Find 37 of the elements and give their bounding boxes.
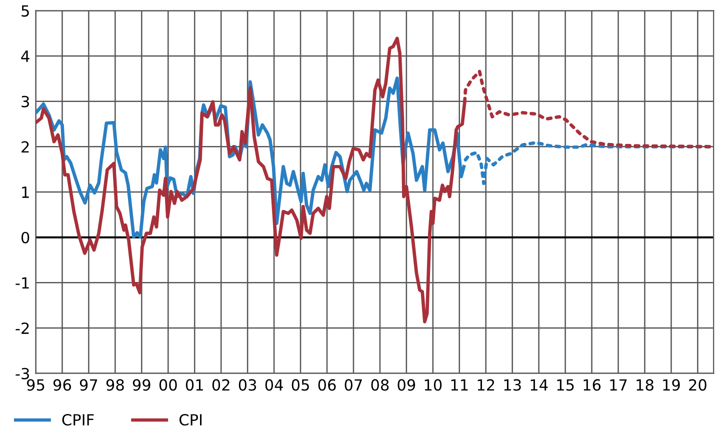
legend-label: CPI: [180, 414, 202, 426]
x-tick-label: 97: [80, 379, 98, 391]
y-tick-label: 0: [21, 232, 30, 244]
x-tick-label: 09: [398, 379, 416, 391]
x-tick-label: 95: [26, 379, 44, 391]
x-tick-label: 16: [584, 379, 601, 391]
x-tick-label: 18: [636, 379, 654, 391]
x-tick-label: 99: [132, 379, 150, 391]
x-tick-label: 20: [689, 379, 706, 391]
legend-label: CPIF: [62, 414, 94, 426]
x-tick-label: 17: [610, 379, 627, 391]
x-tick-label: 08: [371, 379, 389, 391]
x-tick-label: 98: [106, 379, 124, 391]
y-tick-label: 3: [22, 96, 29, 108]
x-tick-label: 01: [186, 379, 203, 391]
x-tick-label: 00: [159, 379, 177, 391]
y-tick-label: 1: [22, 186, 29, 198]
x-tick-label: 04: [265, 379, 283, 391]
x-tick-label: 03: [238, 379, 256, 391]
x-tick-label: 07: [344, 379, 362, 391]
x-tick-label: 12: [478, 379, 494, 391]
y-tick-label: 5: [22, 5, 29, 17]
x-tick-label: 11: [451, 379, 468, 391]
x-tick-label: 10: [424, 379, 442, 391]
x-tick-label: 19: [663, 379, 680, 391]
y-tick-label: -2: [16, 322, 29, 334]
x-tick-label: 13: [504, 379, 521, 391]
x-tick-label: 14: [530, 379, 548, 391]
x-tick-label: 02: [212, 379, 230, 391]
y-tick-label: 2: [22, 141, 29, 152]
y-tick-label: -3: [16, 368, 29, 380]
x-tick-label: 05: [292, 379, 309, 391]
x-tick-label: 15: [557, 379, 574, 391]
y-tick-label: 4: [21, 50, 30, 62]
y-tick-label: -1: [16, 277, 29, 288]
x-tick-label: 06: [318, 379, 336, 391]
x-tick-label: 96: [53, 379, 71, 391]
